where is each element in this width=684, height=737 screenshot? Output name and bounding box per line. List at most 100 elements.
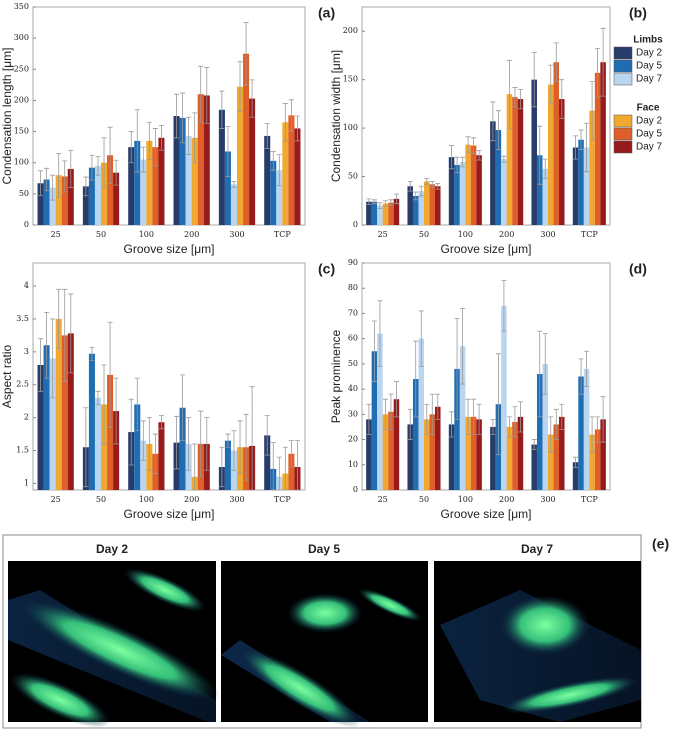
error-bar	[174, 93, 180, 139]
legend-group-title: Face	[637, 103, 660, 114]
bar	[107, 374, 114, 490]
legend-label: Day 2	[636, 48, 663, 59]
x-tick-label: TCP	[581, 495, 598, 504]
bar	[140, 440, 147, 490]
error-bar	[418, 185, 424, 197]
error-bar	[56, 152, 62, 198]
bar	[185, 135, 192, 225]
legend-label: Day 2	[636, 116, 663, 127]
bar	[589, 434, 595, 490]
x-tick-label: 50	[96, 495, 106, 504]
x-tick-label: 100	[139, 230, 154, 239]
y-tick-label: 0	[24, 220, 29, 229]
error-bar	[204, 67, 210, 124]
error-bar	[600, 27, 606, 97]
bar	[366, 201, 372, 225]
error-bar	[531, 439, 537, 451]
bar	[531, 79, 537, 226]
error-bar	[548, 416, 554, 453]
bar	[294, 128, 301, 225]
y-axis-label: Aspect ratio	[0, 344, 14, 408]
bar	[589, 110, 595, 225]
bar	[553, 62, 560, 225]
error-bar	[449, 145, 455, 170]
bar	[536, 373, 543, 490]
x-tick-label: TCP	[581, 230, 598, 239]
bar	[264, 435, 271, 490]
x-tick-label: TCP	[274, 495, 291, 504]
error-bar	[44, 167, 50, 192]
bar	[501, 159, 507, 225]
error-bar	[531, 52, 537, 108]
bar	[470, 416, 477, 490]
bar	[501, 305, 507, 490]
error-bar	[134, 109, 140, 173]
y-tick-label: 80	[348, 283, 358, 292]
bar	[600, 419, 606, 490]
y-tick-label: 100	[343, 123, 358, 132]
legend-group-title: Limbs	[633, 35, 663, 46]
bar	[152, 147, 159, 225]
error-bar	[140, 420, 146, 461]
y-tick-label: 60	[348, 334, 358, 343]
legend-swatch	[613, 46, 633, 60]
bar	[67, 333, 74, 490]
error-bar	[180, 374, 186, 442]
bar	[113, 411, 120, 490]
error-bar	[146, 121, 152, 160]
x-tick-label: 50	[96, 230, 106, 239]
x-tick-label: 25	[378, 495, 388, 504]
bar	[459, 162, 466, 225]
error-bar	[495, 353, 501, 456]
error-bar	[512, 406, 518, 438]
error-bar	[128, 131, 134, 164]
error-bar	[573, 135, 579, 160]
bar	[237, 86, 244, 226]
bar	[548, 434, 554, 490]
bar	[288, 115, 295, 225]
error-bar	[537, 125, 543, 185]
error-bar	[186, 116, 192, 156]
bar	[429, 414, 436, 490]
error-bar	[418, 310, 424, 367]
error-bar	[95, 390, 101, 405]
error-bar	[377, 202, 383, 209]
error-bar	[460, 308, 466, 385]
error-bar	[435, 393, 441, 420]
y-tick-label: 200	[343, 26, 358, 35]
error-bar	[517, 88, 523, 110]
error-bar	[490, 101, 496, 142]
error-bar	[107, 321, 113, 428]
bar	[55, 175, 62, 225]
bar	[594, 72, 601, 225]
bar	[578, 139, 584, 225]
y-tick-label: 50	[19, 189, 29, 198]
bar	[388, 411, 394, 490]
y-tick-label: 3.5	[16, 314, 29, 323]
error-bar	[83, 407, 89, 488]
bar	[243, 53, 250, 225]
error-bar	[429, 181, 435, 188]
error-bar	[578, 358, 584, 395]
y-tick-label: 70	[348, 308, 358, 317]
panel-label: (c)	[318, 261, 335, 277]
x-axis-label: Groove size [μm]	[124, 242, 215, 256]
error-bar	[294, 440, 300, 491]
error-bar	[219, 90, 225, 129]
bar	[197, 94, 204, 225]
bar	[542, 168, 548, 225]
error-bar	[424, 178, 430, 185]
bar	[495, 130, 502, 225]
error-bar	[50, 318, 56, 399]
bar	[179, 117, 186, 225]
legend-swatch	[613, 59, 633, 73]
bar	[476, 155, 482, 225]
plot-area	[361, 262, 611, 491]
error-bar	[371, 199, 377, 205]
error-bar	[146, 417, 152, 471]
image-day2	[8, 561, 221, 728]
error-bar	[68, 149, 74, 189]
bar	[382, 414, 389, 490]
bar	[418, 191, 424, 225]
